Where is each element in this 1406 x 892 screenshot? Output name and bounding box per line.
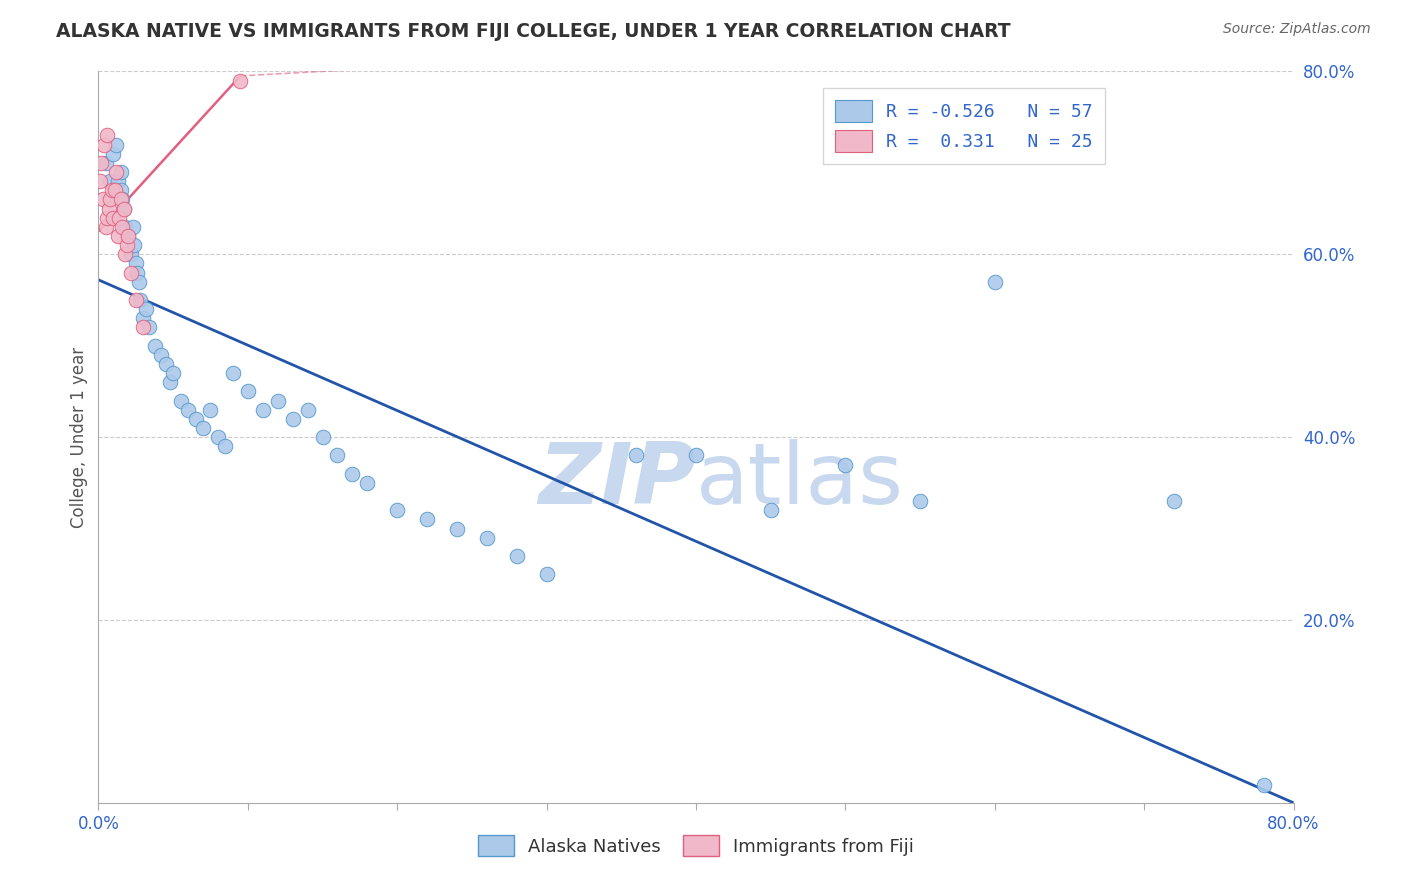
Point bbox=[446, 521, 468, 535]
Point bbox=[112, 202, 135, 216]
Text: ZIP: ZIP bbox=[538, 440, 696, 523]
Point bbox=[626, 448, 648, 462]
Text: Source: ZipAtlas.com: Source: ZipAtlas.com bbox=[1223, 22, 1371, 37]
Legend: Alaska Natives, Immigrants from Fiji: Alaska Natives, Immigrants from Fiji bbox=[471, 828, 921, 863]
Point bbox=[115, 238, 138, 252]
Point bbox=[311, 430, 333, 444]
Point bbox=[108, 211, 131, 225]
Point bbox=[506, 549, 529, 563]
Point bbox=[111, 192, 134, 206]
Point bbox=[94, 219, 117, 234]
Point bbox=[110, 165, 132, 179]
Point bbox=[127, 266, 149, 280]
Point bbox=[93, 137, 115, 152]
Point bbox=[135, 301, 157, 317]
Point bbox=[356, 475, 378, 490]
Point bbox=[104, 183, 127, 197]
Text: ALASKA NATIVE VS IMMIGRANTS FROM FIJI COLLEGE, UNDER 1 YEAR CORRELATION CHART: ALASKA NATIVE VS IMMIGRANTS FROM FIJI CO… bbox=[56, 22, 1011, 41]
Point bbox=[685, 448, 707, 462]
Point bbox=[132, 320, 155, 334]
Point bbox=[177, 402, 200, 417]
Y-axis label: College, Under 1 year: College, Under 1 year bbox=[70, 346, 89, 528]
Point bbox=[200, 402, 222, 417]
Point bbox=[475, 531, 498, 545]
Point bbox=[267, 393, 290, 408]
Point bbox=[191, 421, 214, 435]
Point bbox=[908, 494, 931, 508]
Point bbox=[252, 402, 274, 417]
Point bbox=[125, 293, 148, 307]
Point bbox=[112, 202, 135, 216]
Point bbox=[96, 128, 118, 143]
Point bbox=[536, 567, 558, 582]
Point bbox=[128, 275, 150, 289]
Point bbox=[89, 174, 111, 188]
Point bbox=[101, 183, 124, 197]
Point bbox=[96, 211, 118, 225]
Point bbox=[105, 137, 128, 152]
Point bbox=[229, 73, 252, 87]
Point bbox=[326, 448, 349, 462]
Point bbox=[117, 229, 139, 244]
Point bbox=[155, 357, 177, 371]
Point bbox=[121, 219, 143, 234]
Point bbox=[207, 430, 229, 444]
Point bbox=[107, 229, 129, 244]
Point bbox=[297, 402, 319, 417]
Point bbox=[759, 503, 782, 517]
Point bbox=[169, 393, 191, 408]
Point bbox=[110, 183, 132, 197]
Point bbox=[103, 146, 125, 161]
Point bbox=[103, 211, 125, 225]
Point bbox=[150, 348, 173, 362]
Point bbox=[120, 247, 142, 261]
Point bbox=[90, 156, 112, 170]
Point bbox=[94, 156, 117, 170]
Point bbox=[1253, 778, 1275, 792]
Point bbox=[125, 256, 148, 270]
Point bbox=[222, 366, 245, 380]
Point bbox=[124, 238, 146, 252]
Point bbox=[114, 219, 136, 234]
Point bbox=[143, 338, 166, 352]
Point bbox=[138, 320, 160, 334]
Point bbox=[110, 192, 132, 206]
Text: atlas: atlas bbox=[696, 440, 904, 523]
Point bbox=[184, 412, 207, 426]
Point bbox=[1163, 494, 1185, 508]
Point bbox=[214, 439, 236, 453]
Point bbox=[132, 311, 155, 326]
Point bbox=[416, 512, 439, 526]
Point bbox=[91, 192, 114, 206]
Point bbox=[114, 247, 136, 261]
Point bbox=[129, 293, 152, 307]
Point bbox=[97, 202, 120, 216]
Point bbox=[281, 412, 304, 426]
Point bbox=[342, 467, 364, 481]
Point bbox=[117, 229, 139, 244]
Point bbox=[107, 174, 129, 188]
Point bbox=[98, 174, 122, 188]
Point bbox=[834, 458, 856, 472]
Point bbox=[159, 375, 181, 389]
Point bbox=[111, 219, 134, 234]
Point bbox=[984, 275, 1007, 289]
Point bbox=[120, 266, 142, 280]
Point bbox=[98, 192, 122, 206]
Point bbox=[385, 503, 409, 517]
Point bbox=[105, 165, 128, 179]
Point bbox=[236, 384, 259, 399]
Point bbox=[162, 366, 184, 380]
